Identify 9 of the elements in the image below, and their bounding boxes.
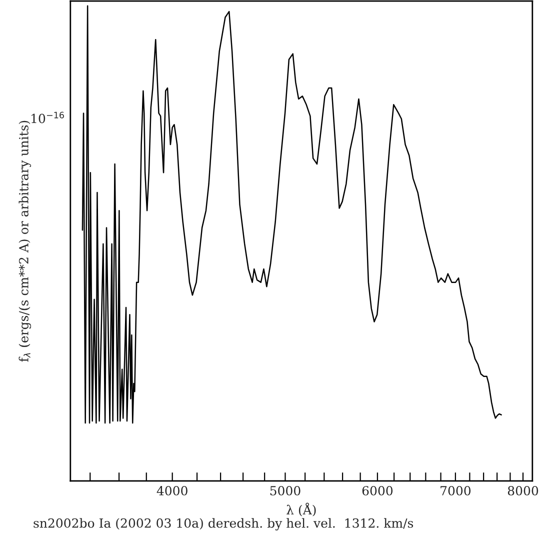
x-tick-label: 6000 — [362, 486, 393, 496]
x-tick-label: 4000 — [156, 486, 188, 496]
text: 10$^{−16}$ — [32, 112, 64, 124]
text: sn2002bo Ia (2002 03 10a) deredsh. by hel. vel. 1312. km/s — [34, 518, 414, 530]
x-tick-label: 5000 — [270, 486, 300, 496]
x-tick-label: 8000 — [508, 486, 538, 496]
x-axis-title: λ (Å) — [286, 502, 316, 516]
y-axis-title: f$_{λ}$ (ergs/(s cm**2 A) or arbitrary units) — [18, 120, 32, 362]
x-tick-label: 7000 — [440, 486, 471, 496]
